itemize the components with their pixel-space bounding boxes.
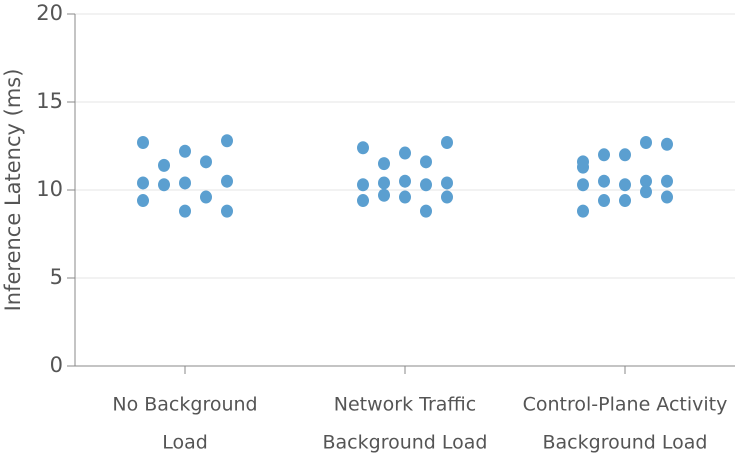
- x-tick-label: No Background: [112, 394, 257, 416]
- point: [357, 178, 369, 192]
- point: [200, 190, 212, 204]
- point: [661, 190, 673, 204]
- point: [598, 174, 610, 188]
- point: [661, 137, 673, 151]
- point: [179, 204, 191, 218]
- point: [399, 146, 411, 160]
- x-tick-label: Background Load: [543, 432, 708, 454]
- point: [158, 158, 170, 172]
- point: [441, 176, 453, 190]
- x-tick-label: Control-Plane Activity: [523, 394, 728, 416]
- point: [577, 204, 589, 218]
- point: [357, 194, 369, 208]
- point: [441, 190, 453, 204]
- point: [577, 155, 589, 169]
- point: [619, 178, 631, 192]
- point: [179, 144, 191, 158]
- point: [137, 135, 149, 149]
- y-tick-label: 15: [36, 89, 63, 113]
- x-tick-label: Load: [162, 432, 208, 454]
- point: [221, 134, 233, 148]
- y-tick-label: 0: [50, 353, 63, 377]
- point: [420, 178, 432, 192]
- point: [577, 178, 589, 192]
- point: [357, 141, 369, 155]
- point: [399, 174, 411, 188]
- point: [137, 176, 149, 190]
- y-tick-label: 10: [36, 177, 63, 201]
- point: [200, 155, 212, 169]
- point: [640, 174, 652, 188]
- point: [221, 174, 233, 188]
- point: [640, 135, 652, 149]
- point: [661, 174, 673, 188]
- point: [179, 176, 191, 190]
- point: [158, 178, 170, 192]
- x-tick-label: Network Traffic: [334, 394, 476, 416]
- point: [378, 157, 390, 171]
- point: [619, 148, 631, 162]
- x-tick-label: Background Load: [323, 432, 488, 454]
- point: [221, 204, 233, 218]
- point: [640, 185, 652, 199]
- point: [420, 155, 432, 169]
- point: [420, 204, 432, 218]
- point: [137, 194, 149, 208]
- point: [598, 194, 610, 208]
- y-tick-label: 20: [36, 1, 63, 25]
- point: [598, 148, 610, 162]
- point: [399, 190, 411, 204]
- point: [378, 176, 390, 190]
- point: [441, 135, 453, 149]
- y-tick-label: 5: [50, 265, 63, 289]
- y-axis-label: Inference Latency (ms): [1, 69, 25, 312]
- point: [619, 194, 631, 208]
- point: [378, 188, 390, 202]
